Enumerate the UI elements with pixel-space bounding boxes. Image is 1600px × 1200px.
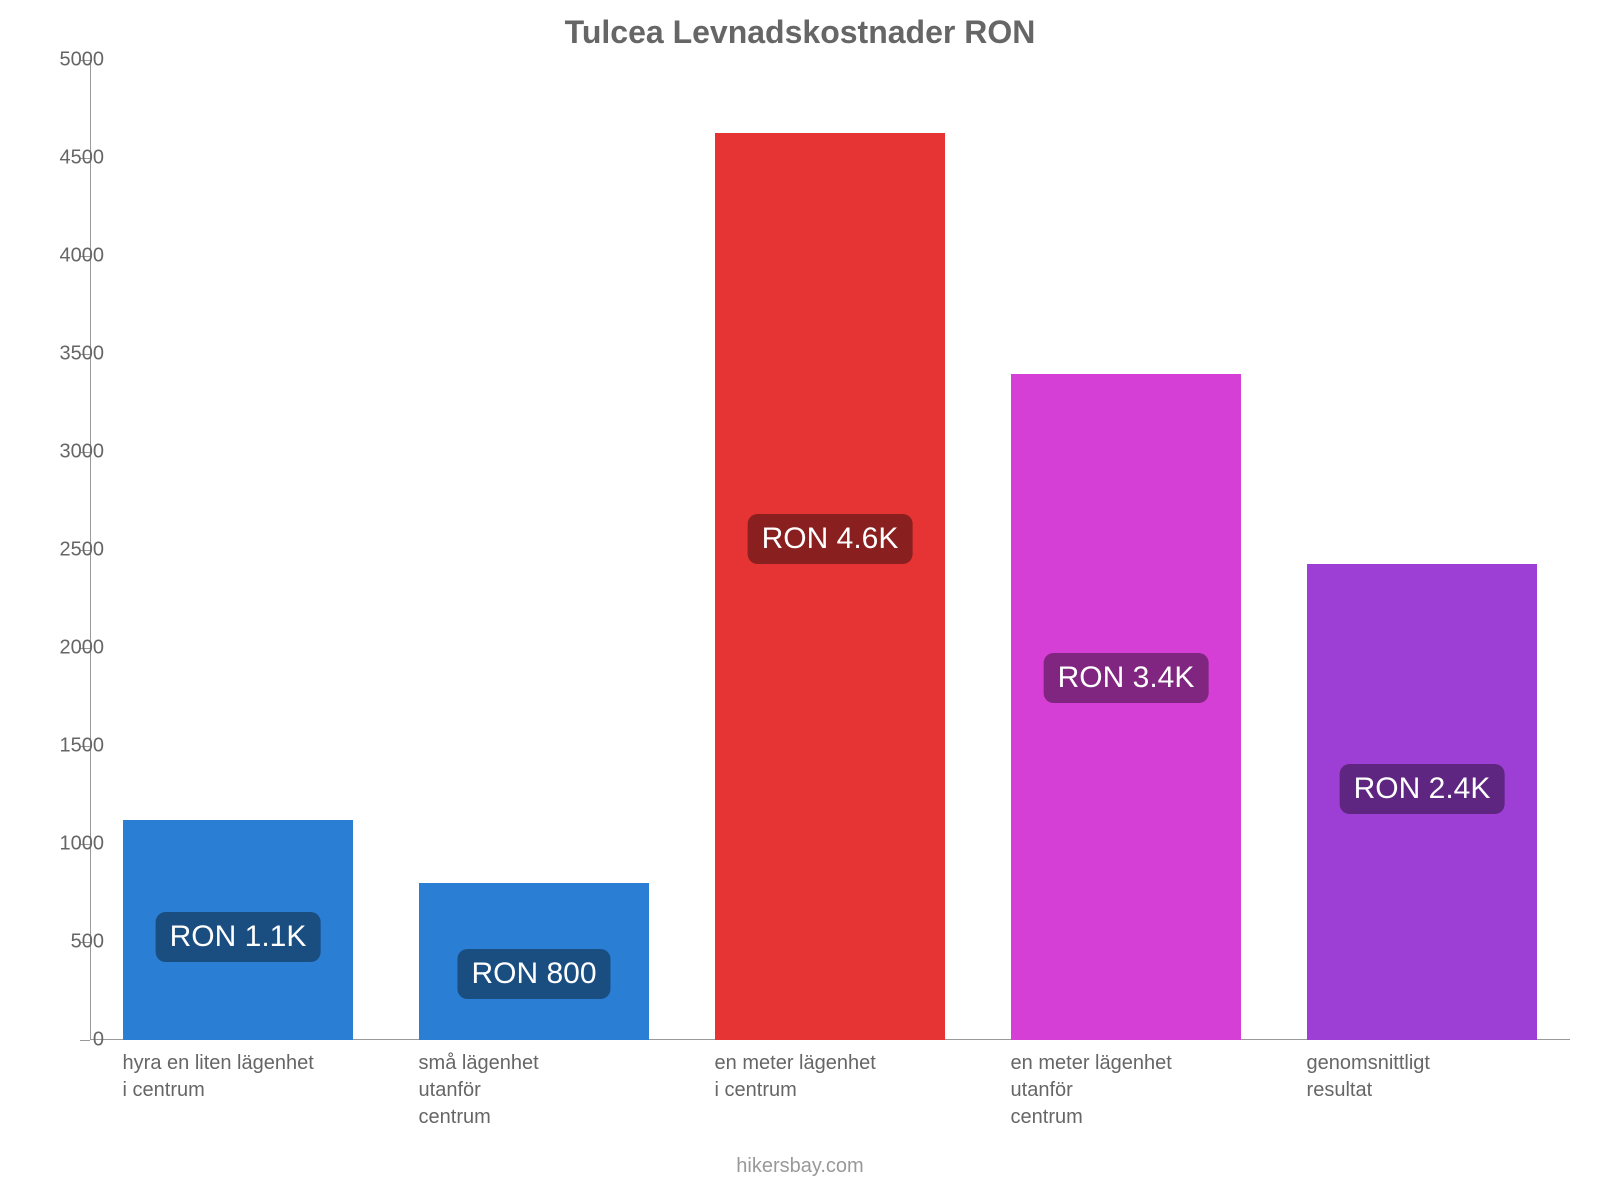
x-axis-category-label-line: i centrum	[715, 1077, 905, 1104]
attribution-text: hikersbay.com	[0, 1155, 1600, 1178]
y-axis-label: 5000	[24, 49, 104, 72]
y-axis-label: 3500	[24, 343, 104, 366]
cost-of-living-bar-chart: Tulcea Levnadskostnader RON 0 500 1000 1500…	[0, 0, 1600, 1200]
bar	[715, 133, 946, 1040]
x-axis-category-label-line: genomsnittligt	[1307, 1050, 1467, 1077]
x-axis-category-label-line: utanför	[1011, 1077, 1201, 1104]
x-axis-category-label: en meter lägenhetutanförcentrum	[1011, 1050, 1201, 1131]
x-axis-category-label: en meter lägenheti centrum	[715, 1050, 905, 1104]
x-axis-category-label: små lägenhetutanförcentrum	[419, 1050, 569, 1131]
y-axis-label: 0	[24, 1029, 104, 1052]
x-axis-category-label-line: en meter lägenhet	[715, 1050, 905, 1077]
value-badge: RON 2.4K	[1340, 764, 1505, 814]
x-axis-category-label-line: resultat	[1307, 1077, 1467, 1104]
x-axis-category-label-line: små lägenhet	[419, 1050, 569, 1077]
x-axis-category-label-line: hyra en liten lägenhet	[123, 1050, 343, 1077]
x-axis-category-label-line: en meter lägenhet	[1011, 1050, 1201, 1077]
x-axis-category-label: genomsnittligtresultat	[1307, 1050, 1467, 1104]
bar	[1011, 374, 1242, 1040]
y-axis-label: 1000	[24, 833, 104, 856]
y-axis-label: 3000	[24, 441, 104, 464]
y-axis-label: 4500	[24, 147, 104, 170]
value-badge: RON 1.1K	[156, 912, 321, 962]
chart-title: Tulcea Levnadskostnader RON	[0, 14, 1600, 51]
x-axis-category-label-line: centrum	[1011, 1104, 1201, 1131]
y-axis-label: 2500	[24, 539, 104, 562]
x-axis-category-label-line: centrum	[419, 1104, 569, 1131]
value-badge: RON 3.4K	[1044, 653, 1209, 703]
y-axis-label: 2000	[24, 637, 104, 660]
y-axis-label: 1500	[24, 735, 104, 758]
y-axis-label: 500	[24, 931, 104, 954]
value-badge: RON 800	[457, 949, 610, 999]
x-axis-category-label-line: utanför	[419, 1077, 569, 1104]
x-axis-category-label-line: i centrum	[123, 1077, 343, 1104]
x-axis-category-label: hyra en liten lägenheti centrum	[123, 1050, 343, 1104]
value-badge: RON 4.6K	[748, 514, 913, 564]
y-axis-label: 4000	[24, 245, 104, 268]
